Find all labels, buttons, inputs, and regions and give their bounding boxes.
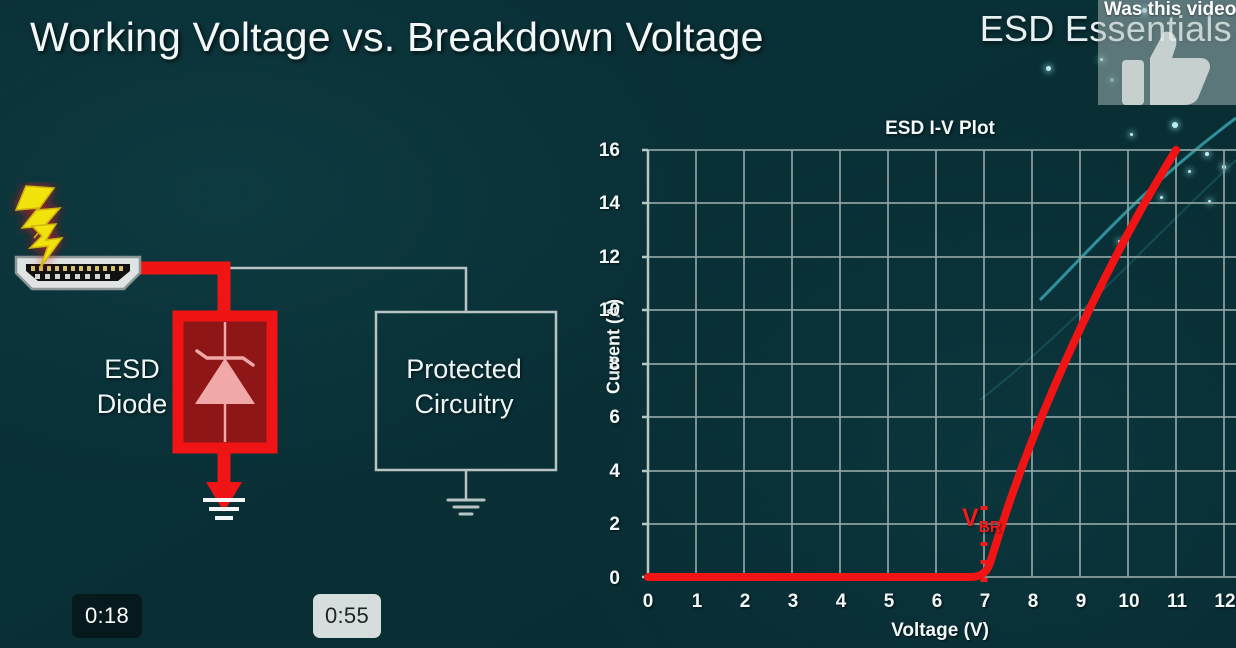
x-tick-10: 10: [1118, 591, 1140, 612]
circuit-diagram: ESD Diode Protected Circuitry: [0, 0, 600, 560]
ground-symbol-protected: [446, 498, 486, 516]
x-tick-11: 11: [1166, 591, 1188, 612]
timestamp-badge-left[interactable]: 0:18: [72, 594, 142, 638]
hdmi-connector-icon: [14, 255, 142, 291]
x-tick-2: 2: [739, 591, 751, 612]
x-tick-6: 6: [931, 591, 943, 612]
iv-curve: [644, 146, 1180, 581]
y-tick-16: 16: [598, 140, 620, 161]
x-tick-3: 3: [787, 591, 799, 612]
surge-arrow-head: [206, 482, 242, 512]
y-tick-4: 4: [609, 461, 620, 482]
vbr-subscript: BR: [978, 519, 1002, 536]
y-tick-10: 10: [598, 300, 620, 321]
signal-wire: [145, 266, 468, 500]
page-title: Working Voltage vs. Breakdown Voltage: [30, 14, 764, 60]
thumbs-up-icon[interactable]: [1116, 28, 1216, 105]
y-tick-14: 14: [598, 193, 620, 214]
x-tick-7: 7: [979, 591, 991, 612]
y-tick-8: 8: [609, 354, 620, 375]
chart-gridlines: [648, 149, 1236, 578]
x-tick-4: 4: [835, 591, 847, 612]
x-tick-0: 0: [642, 591, 654, 612]
protected-circuitry-box: [374, 310, 558, 472]
protected-circuitry-label: Protected Circuitry: [378, 352, 550, 422]
x-tick-5: 5: [883, 591, 895, 612]
lightning-bolt-icon: [4, 182, 94, 277]
timestamp-badge-right[interactable]: 0:55: [313, 594, 381, 638]
x-tick-12: 12: [1214, 591, 1236, 612]
y-tick-6: 6: [609, 407, 620, 428]
chart-title: ESD I-V Plot: [885, 118, 995, 139]
decorative-teal-curve: [1038, 116, 1236, 302]
ground-symbol-esd: [203, 498, 245, 520]
vbr-base: V: [962, 504, 979, 532]
video-survey-overlay[interactable]: Was this video: [1098, 0, 1236, 105]
survey-prompt-text: Was this video: [1104, 0, 1236, 20]
chart-x-axis-label: Voltage (V): [891, 620, 989, 641]
zener-tvs-diode-icon: [195, 322, 255, 442]
chart-axes: [642, 148, 650, 579]
protected-label-line2: Circuitry: [414, 389, 514, 420]
esd-diode-label: ESD Diode: [84, 352, 180, 421]
surge-wire: [136, 261, 231, 486]
protected-label-line1: Protected: [406, 354, 522, 384]
y-tick-0: 0: [609, 568, 620, 589]
esd-diode-label-line1: ESD: [104, 354, 160, 384]
esd-iv-chart: ESD I-V Plot Current (A) Voltage (V) 16 …: [580, 108, 1236, 648]
vbr-annotation-label: VBR: [962, 504, 1001, 537]
x-tick-8: 8: [1027, 591, 1039, 612]
x-tick-1: 1: [691, 591, 703, 612]
y-tick-12: 12: [598, 247, 620, 268]
y-tick-2: 2: [609, 514, 620, 535]
esd-diode-label-line2: Diode: [96, 388, 168, 419]
x-tick-9: 9: [1075, 591, 1087, 612]
